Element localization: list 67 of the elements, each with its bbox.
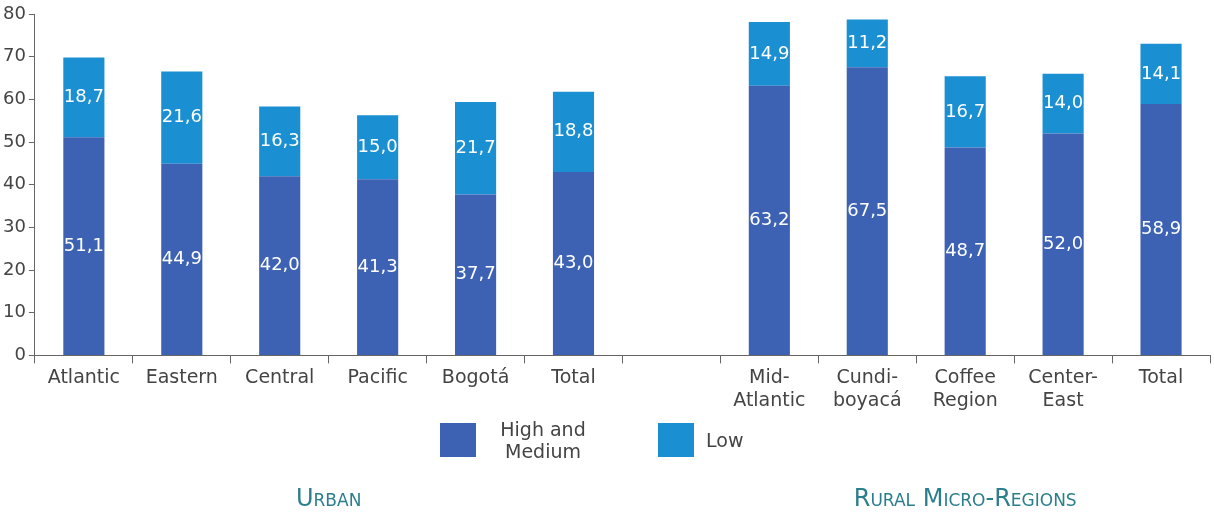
data-label: 58,9 — [1141, 217, 1182, 239]
data-label: 51,1 — [63, 233, 104, 255]
data-label: 16,7 — [945, 99, 986, 121]
data-label: 21,6 — [161, 105, 202, 127]
bar — [1140, 43, 1182, 105]
text: Rural Micro-Regions — [853, 484, 1077, 512]
data-label: 37,7 — [455, 262, 496, 284]
bar — [748, 22, 790, 86]
bar — [63, 137, 105, 355]
data-label: 42,0 — [259, 253, 300, 275]
y-tick-label: 40 — [3, 172, 26, 194]
y-tick-label: 50 — [3, 129, 26, 151]
bar — [552, 91, 595, 172]
x-tick-label: Cundi-boyacá — [832, 364, 902, 410]
data-label: 52,0 — [1043, 231, 1084, 253]
text: Urban — [295, 484, 362, 512]
x-tick-label: Eastern — [145, 364, 218, 387]
data-label: 14,9 — [749, 41, 790, 63]
bar — [357, 115, 399, 180]
data-label: 11,2 — [847, 31, 888, 53]
y-tick-label: 10 — [3, 300, 26, 322]
x-tick-label: Mid-Atlantic — [733, 364, 806, 410]
x-tick-label: Atlantic — [47, 364, 120, 387]
y-tick-label: 20 — [3, 257, 26, 279]
data-label: 44,9 — [161, 247, 202, 269]
data-label: 18,7 — [63, 85, 104, 107]
data-label: 41,3 — [357, 254, 398, 276]
y-tick-label: 80 — [3, 1, 26, 23]
bar — [357, 179, 399, 355]
bar — [1140, 104, 1182, 355]
y-tick-label: 30 — [3, 215, 26, 237]
x-tick-label: Pacific — [347, 364, 408, 387]
x-tick-label: Total — [550, 364, 596, 387]
bar — [259, 106, 301, 177]
bar — [748, 85, 790, 355]
bar — [259, 176, 301, 355]
x-tick-label: Center-East — [1028, 364, 1098, 410]
legend-label: High and Medium — [499, 418, 587, 462]
y-tick-label: 0 — [14, 343, 26, 365]
data-label: 48,7 — [945, 238, 986, 260]
data-label: 63,2 — [749, 207, 790, 229]
legend-label: Low — [706, 429, 744, 451]
y-tick-label: 70 — [3, 44, 26, 66]
data-label: 67,5 — [847, 198, 888, 220]
data-label: 18,8 — [553, 119, 594, 141]
data-label: 43,0 — [553, 251, 594, 273]
y-tick-label: 60 — [3, 87, 26, 109]
x-tick-label: Total — [1137, 364, 1184, 387]
bar — [63, 57, 105, 138]
bar — [944, 147, 986, 355]
data-label: 15,0 — [357, 134, 398, 156]
bar — [455, 101, 497, 195]
bar — [552, 171, 595, 355]
bar — [846, 67, 888, 355]
bar — [1042, 133, 1084, 355]
data-label: 14,1 — [1141, 61, 1182, 83]
x-tick-label: Central — [245, 364, 315, 387]
bar — [455, 194, 497, 355]
data-label: 21,7 — [455, 135, 496, 157]
data-label: 16,3 — [259, 129, 300, 151]
bar — [944, 76, 986, 148]
bar — [161, 71, 203, 164]
x-tick-label: Bogotá — [441, 364, 510, 387]
bar — [1042, 73, 1084, 134]
data-label: 14,0 — [1043, 91, 1084, 113]
x-tick-label: Coffee Region — [932, 364, 998, 410]
bar — [161, 163, 203, 355]
